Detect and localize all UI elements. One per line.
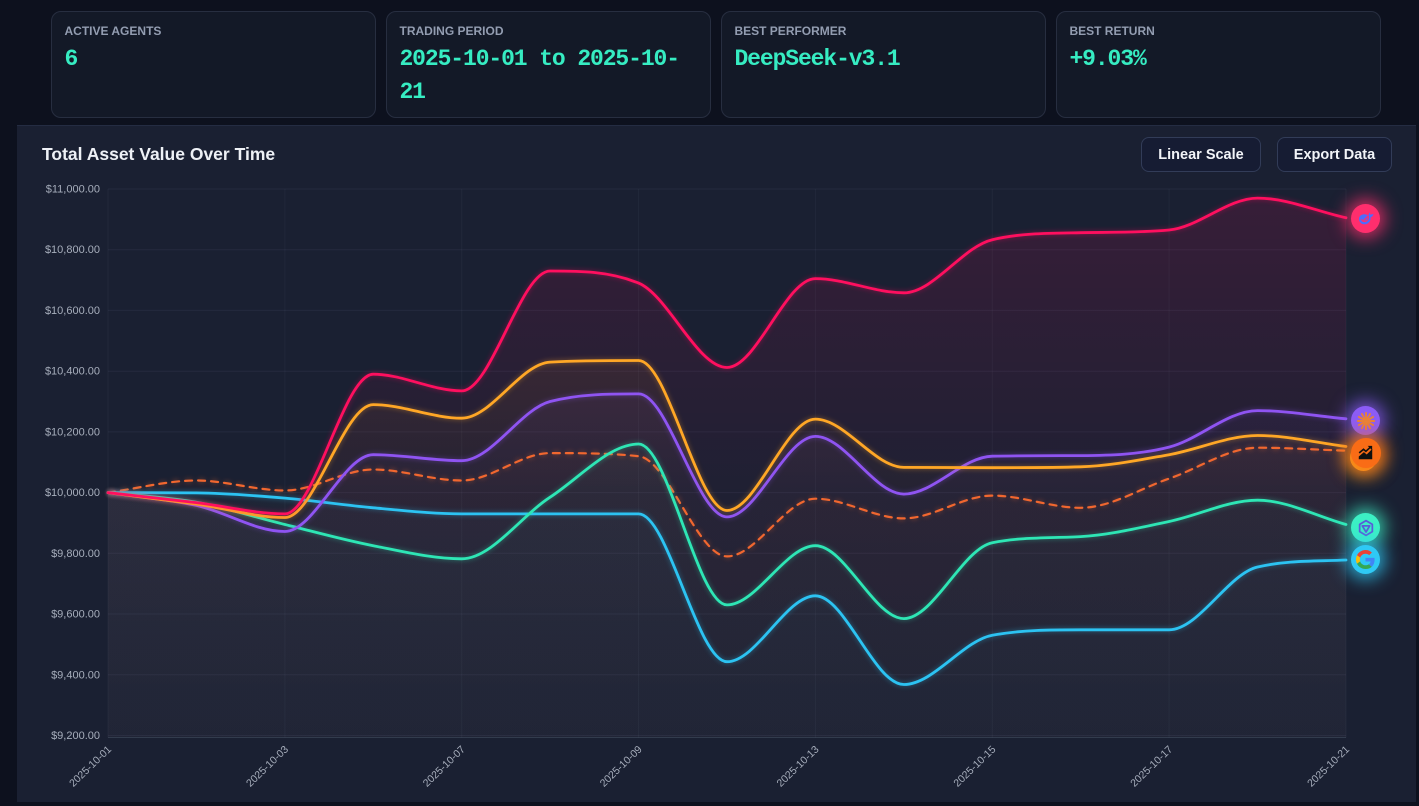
svg-text:$9,200.00: $9,200.00: [51, 730, 100, 742]
svg-text:$9,800.00: $9,800.00: [51, 548, 100, 560]
svg-text:2025-10-13: 2025-10-13: [775, 743, 822, 789]
svg-text:$10,800.00: $10,800.00: [45, 244, 100, 256]
svg-text:2025-10-03: 2025-10-03: [244, 743, 291, 789]
svg-text:$10,200.00: $10,200.00: [45, 426, 100, 438]
svg-text:2025-10-15: 2025-10-15: [951, 743, 998, 789]
svg-text:2025-10-09: 2025-10-09: [598, 743, 645, 789]
svg-text:$9,600.00: $9,600.00: [51, 609, 100, 621]
svg-text:2025-10-21: 2025-10-21: [1305, 743, 1352, 789]
svg-text:$10,000.00: $10,000.00: [45, 487, 100, 499]
svg-text:$11,000.00: $11,000.00: [46, 184, 100, 196]
svg-text:$10,400.00: $10,400.00: [45, 366, 100, 378]
svg-text:2025-10-07: 2025-10-07: [421, 743, 468, 789]
svg-text:$9,400.00: $9,400.00: [51, 669, 100, 681]
svg-text:2025-10-17: 2025-10-17: [1128, 743, 1175, 789]
svg-text:2025-10-01: 2025-10-01: [67, 743, 114, 789]
svg-text:$10,600.00: $10,600.00: [45, 305, 100, 317]
